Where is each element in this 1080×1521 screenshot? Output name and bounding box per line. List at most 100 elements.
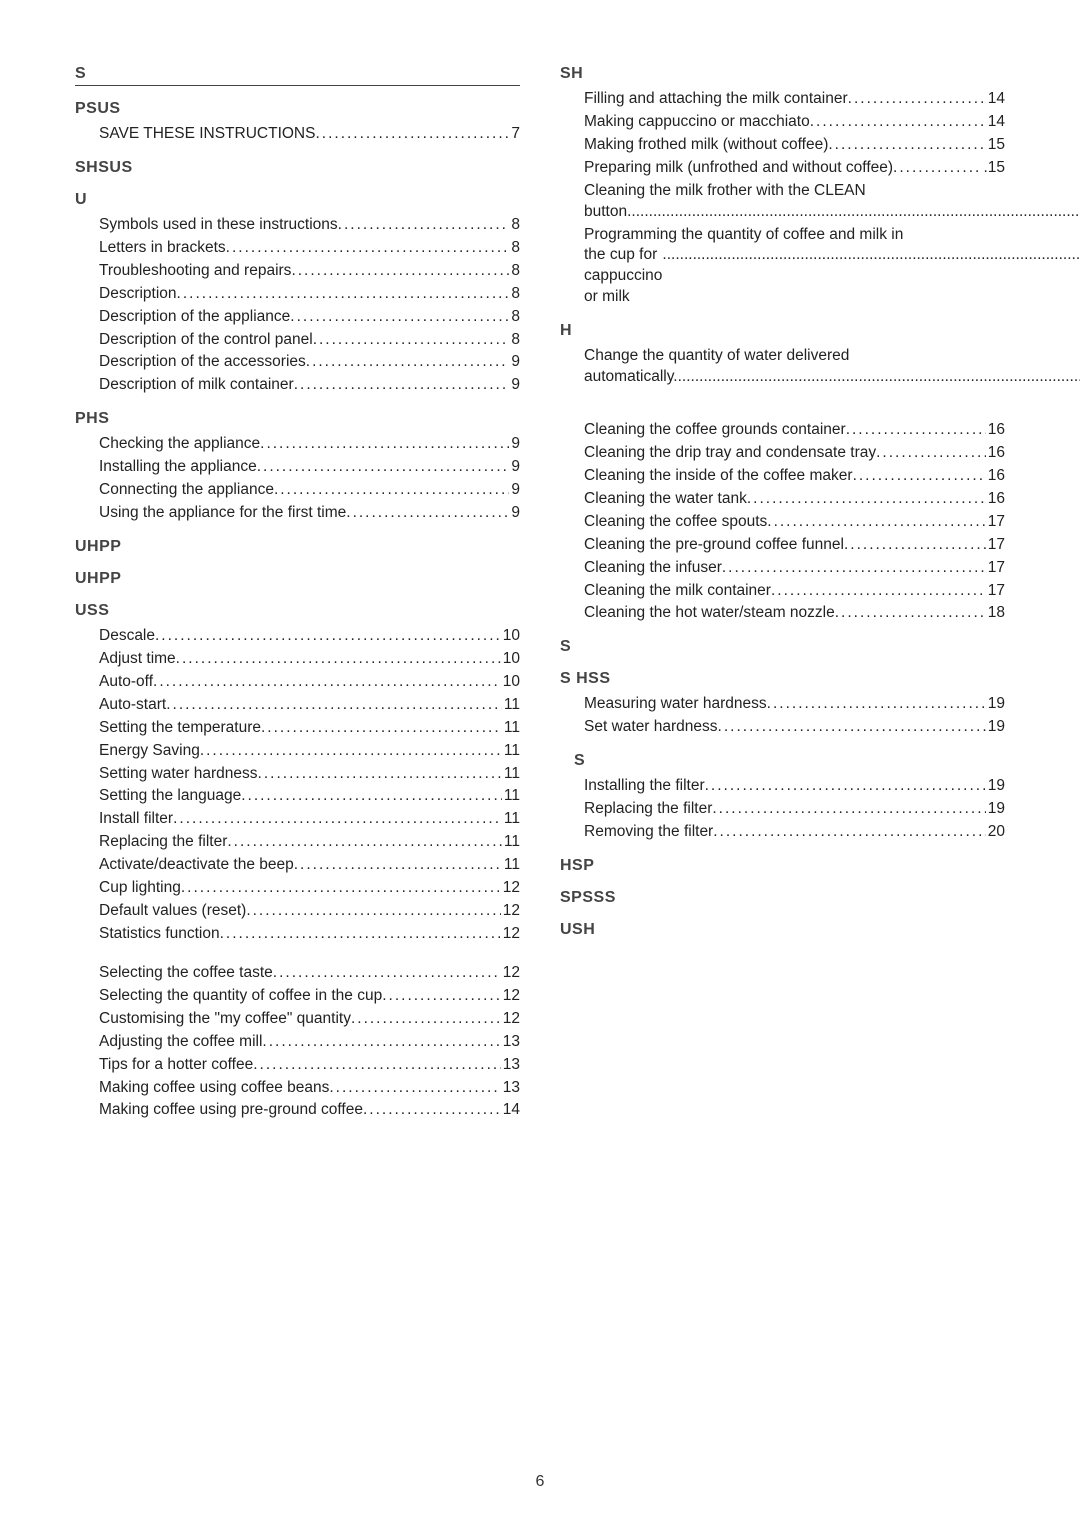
toc-entry: Default values (reset)..................… bbox=[75, 901, 520, 922]
toc-leader-dots: ........................................… bbox=[260, 434, 509, 455]
toc-entry-label: Description of the control panel bbox=[99, 330, 313, 351]
toc-entry: Connecting the appliance................… bbox=[75, 480, 520, 501]
toc-entry-page: 12 bbox=[501, 1009, 520, 1030]
toc-entry: Setting the language ...................… bbox=[75, 786, 520, 807]
toc-entry-label: Selecting the coffee taste bbox=[99, 963, 273, 984]
toc-entry-page: 16 bbox=[986, 443, 1005, 464]
toc-entry: Preparing milk (unfrothed and without co… bbox=[560, 158, 1005, 179]
toc-entry-label: Description of the accessories bbox=[99, 352, 306, 373]
toc-entry: Installing the appliance................… bbox=[75, 457, 520, 478]
spacer bbox=[560, 390, 1005, 404]
toc-leader-dots: ........................................… bbox=[261, 718, 502, 739]
toc-entry: Setting water hardness..................… bbox=[75, 764, 520, 785]
toc-entry-page: 11 bbox=[502, 764, 520, 785]
toc-leader-dots: ........................................… bbox=[173, 809, 502, 830]
section-heading: SHSUS bbox=[75, 159, 520, 177]
toc-leader-dots: ........................................… bbox=[315, 124, 509, 145]
section-heading: S bbox=[560, 752, 1005, 770]
toc-entry: Energy Saving...........................… bbox=[75, 741, 520, 762]
toc-entry: Replacing the filter....................… bbox=[75, 832, 520, 853]
section-heading: SPSSS bbox=[560, 889, 1005, 907]
toc-entry-page: .15 bbox=[981, 158, 1005, 179]
toc-entry: Programming the quantity of coffee and m… bbox=[560, 225, 1005, 309]
toc-entry: Description of the control panel........… bbox=[75, 330, 520, 351]
toc-entry: Measuring water hardness................… bbox=[560, 694, 1005, 715]
toc-entry-label: Default values (reset) bbox=[99, 901, 246, 922]
toc-entry-label: Setting the temperature bbox=[99, 718, 261, 739]
toc-entry-page: 14 bbox=[986, 89, 1005, 110]
spacer bbox=[75, 947, 520, 961]
toc-entry-label: Activate/deactivate the beep bbox=[99, 855, 294, 876]
toc-leader-dots: ........................................… bbox=[262, 1032, 500, 1053]
toc-entry-label: Filling and attaching the milk container bbox=[584, 89, 848, 110]
toc-leader-dots: ........................................… bbox=[273, 963, 501, 984]
toc-entry-line1: Programming the quantity of coffee and m… bbox=[584, 225, 1005, 246]
toc-leader-dots: ........................................… bbox=[177, 284, 510, 305]
toc-entry-page: 11 bbox=[502, 832, 520, 853]
toc-leader-dots: ........................................… bbox=[294, 375, 510, 396]
toc-entry-line1: Cleaning the milk frother with the CLEAN bbox=[584, 181, 1005, 202]
toc-entry-label: Customising the "my coffee" quantity bbox=[99, 1009, 351, 1030]
toc-entry-page: 11 bbox=[502, 695, 520, 716]
toc-entry-page: 19 bbox=[986, 694, 1005, 715]
toc-leader-dots: ........................................… bbox=[290, 307, 509, 328]
toc-entry-page: 17 bbox=[986, 558, 1005, 579]
toc-leader-dots: ........................................… bbox=[718, 717, 986, 738]
toc-entry-label: Cleaning the water tank bbox=[584, 489, 747, 510]
toc-leader-dots: ........................................… bbox=[291, 261, 509, 282]
toc-entry: Cleaning the hot water/steam nozzle.....… bbox=[560, 603, 1005, 624]
toc-entry-page: 8 bbox=[509, 284, 520, 305]
toc-entry: Cleaning the drip tray and condensate tr… bbox=[560, 443, 1005, 464]
toc-entry-page: 13 bbox=[501, 1055, 520, 1076]
section-heading: UHPP bbox=[75, 570, 520, 588]
toc-entry-page: 10 bbox=[501, 672, 520, 693]
section-heading: H bbox=[560, 322, 1005, 340]
toc-entry-page: 16 bbox=[986, 466, 1005, 487]
toc-entry-page: 11 bbox=[502, 786, 520, 807]
toc-entry: Auto-off................................… bbox=[75, 672, 520, 693]
toc-entry-label: Auto-off bbox=[99, 672, 153, 693]
toc-entry: Change the quantity of water deliveredau… bbox=[560, 346, 1005, 388]
toc-entry-page: 11 bbox=[502, 809, 520, 830]
toc-entry-label: Cleaning the milk container bbox=[584, 581, 771, 602]
toc-entry-page: 12 bbox=[501, 924, 520, 945]
section-heading: UHPP bbox=[75, 538, 520, 556]
toc-entry-label: Making coffee using coffee beans bbox=[99, 1078, 329, 1099]
toc-leader-dots: ........................................… bbox=[767, 512, 985, 533]
toc-entry-page: 9 bbox=[509, 434, 520, 455]
toc-entry-page: 12 bbox=[501, 901, 520, 922]
toc-entry-label: Installing the filter bbox=[584, 776, 705, 797]
toc-entry-label: Making coffee using pre-ground coffee bbox=[99, 1100, 363, 1121]
toc-leader-dots: ........................................… bbox=[226, 238, 510, 259]
toc-entry-page: 20 bbox=[986, 822, 1005, 843]
toc-entry-label: Measuring water hardness bbox=[584, 694, 767, 715]
toc-leader-dots: ........................................… bbox=[876, 443, 986, 464]
toc-entry-label: Adjusting the coffee mill bbox=[99, 1032, 262, 1053]
toc-leader-dots: ........................................… bbox=[153, 672, 501, 693]
toc-entry-page: 19 bbox=[986, 776, 1005, 797]
toc-leader-dots: ........................................… bbox=[844, 535, 986, 556]
toc-entry: Removing the filter.....................… bbox=[560, 822, 1005, 843]
toc-leader-dots: ........................................… bbox=[678, 367, 1080, 388]
toc-entry-page: 16 bbox=[986, 489, 1005, 510]
toc-leader-dots: ........................................… bbox=[200, 741, 502, 762]
toc-entry: Description.............................… bbox=[75, 284, 520, 305]
toc-entry-page: 8 bbox=[509, 307, 520, 328]
toc-entry: Cleaning the coffee grounds container...… bbox=[560, 420, 1005, 441]
toc-leader-dots: ........................................… bbox=[662, 245, 1080, 266]
toc-entry: Tips for a hotter coffee................… bbox=[75, 1055, 520, 1076]
toc-leader-dots: ........................................… bbox=[246, 901, 500, 922]
toc-entry-page: 8 bbox=[509, 238, 520, 259]
toc-leader-dots: ........................................… bbox=[853, 466, 986, 487]
toc-entry-label: Making cappuccino or macchiato bbox=[584, 112, 810, 133]
toc-entry: Cleaning the water tank.................… bbox=[560, 489, 1005, 510]
section-heading: S HSS bbox=[560, 670, 1005, 688]
toc-leader-dots: ........................................… bbox=[241, 786, 502, 807]
toc-leader-dots: ........................................… bbox=[363, 1100, 501, 1121]
toc-leader-dots: ........................................… bbox=[181, 878, 501, 899]
toc-entry-label: Cleaning the pre-ground coffee funnel bbox=[584, 535, 844, 556]
toc-entry: Description of the appliance............… bbox=[75, 307, 520, 328]
toc-entry-label: Preparing milk (unfrothed and without co… bbox=[584, 158, 893, 179]
toc-entry-page: 8 bbox=[509, 330, 520, 351]
toc-entry: Activate/deactivate the beep............… bbox=[75, 855, 520, 876]
